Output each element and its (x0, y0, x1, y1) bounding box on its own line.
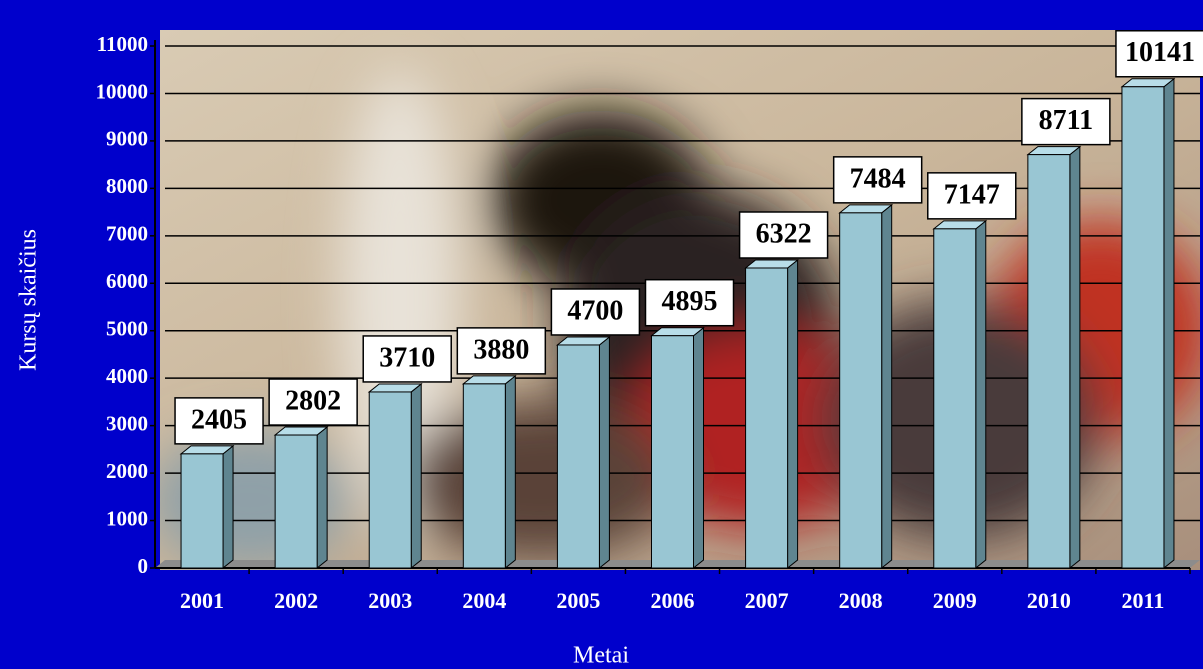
y-tick-label: 5000 (106, 317, 148, 341)
bar (368, 391, 412, 569)
value-label-box (927, 172, 1017, 220)
y-tick-label: 3000 (106, 411, 148, 435)
bar-top (555, 336, 611, 346)
bar (180, 453, 224, 569)
value-label-box (550, 288, 641, 336)
bar-side (504, 374, 516, 570)
value-label: 7484 (850, 163, 906, 194)
value-label: 3880 (473, 334, 529, 365)
bar-top (1120, 78, 1176, 88)
bar-side (222, 444, 234, 570)
x-tick-label: 2002 (274, 588, 318, 613)
x-tick-label: 2011 (1122, 588, 1165, 613)
x-tick-label: 2001 (180, 588, 224, 613)
bar (839, 212, 883, 569)
x-tick-label: 2004 (462, 588, 506, 613)
x-axis-label: Metai (573, 643, 629, 669)
bar-top (650, 327, 705, 337)
value-label-box (174, 397, 264, 445)
bar-side (693, 326, 704, 570)
bar (556, 344, 600, 569)
bar-side (1069, 145, 1081, 570)
value-label: 4895 (662, 286, 718, 317)
y-tick-label: 1000 (106, 506, 148, 530)
y-tick-label: 6000 (106, 269, 148, 293)
value-label: 10141 (1125, 37, 1195, 68)
bar-top (273, 426, 329, 436)
bar-side (598, 335, 610, 570)
bar-side (975, 219, 987, 570)
value-label-box (1021, 97, 1111, 146)
value-label: 2802 (285, 385, 341, 416)
y-tick-label: 4000 (106, 364, 148, 388)
x-tick-label: 2003 (368, 588, 412, 613)
bar (274, 434, 318, 569)
value-label: 7147 (944, 179, 1000, 210)
y-tick-label: 2000 (106, 459, 148, 483)
x-tick-label: 2006 (651, 588, 695, 613)
value-label-box (738, 211, 829, 259)
bar-top (367, 383, 423, 393)
value-label: 2405 (191, 404, 247, 435)
bar-side (787, 258, 799, 570)
value-label: 4700 (567, 295, 623, 326)
value-label: 3710 (379, 342, 435, 373)
y-tick-label: 7000 (106, 222, 148, 246)
value-label-box (268, 378, 358, 426)
bar (462, 383, 506, 569)
x-tick-label: 2005 (556, 588, 600, 613)
x-tick-label: 2008 (839, 588, 883, 613)
x-tick-label: 2009 (933, 588, 977, 613)
bar (933, 228, 977, 569)
bar (1121, 86, 1165, 569)
y-tick-label: 8000 (106, 174, 148, 198)
value-label-box (362, 335, 452, 383)
bar (651, 335, 694, 569)
y-tick-label: 10000 (96, 79, 149, 103)
y-axis-label: Kursų skaičius (16, 229, 42, 371)
bar-side (1163, 77, 1175, 570)
value-label-box (644, 278, 735, 327)
y-tick-label: 11000 (97, 32, 148, 56)
value-label: 6322 (756, 218, 812, 249)
x-tick-label: 2010 (1027, 588, 1071, 613)
bar-top (838, 204, 894, 214)
bar (1027, 154, 1071, 569)
x-tick-label: 2007 (745, 588, 789, 613)
value-label: 8711 (1039, 105, 1093, 136)
bar-top (461, 375, 517, 385)
y-tick-label: 9000 (106, 127, 148, 151)
bar-side (316, 425, 328, 570)
value-label-box (832, 156, 923, 204)
bar-top (179, 445, 235, 455)
y-tick-label: 0 (138, 554, 149, 578)
bar-top (744, 259, 800, 269)
bar-side (881, 203, 893, 570)
bar-side (410, 382, 422, 570)
value-label-box (1115, 30, 1203, 78)
bar (745, 267, 789, 569)
bar-top (932, 220, 988, 230)
value-label-box (456, 327, 547, 375)
bar-top (1026, 146, 1082, 156)
